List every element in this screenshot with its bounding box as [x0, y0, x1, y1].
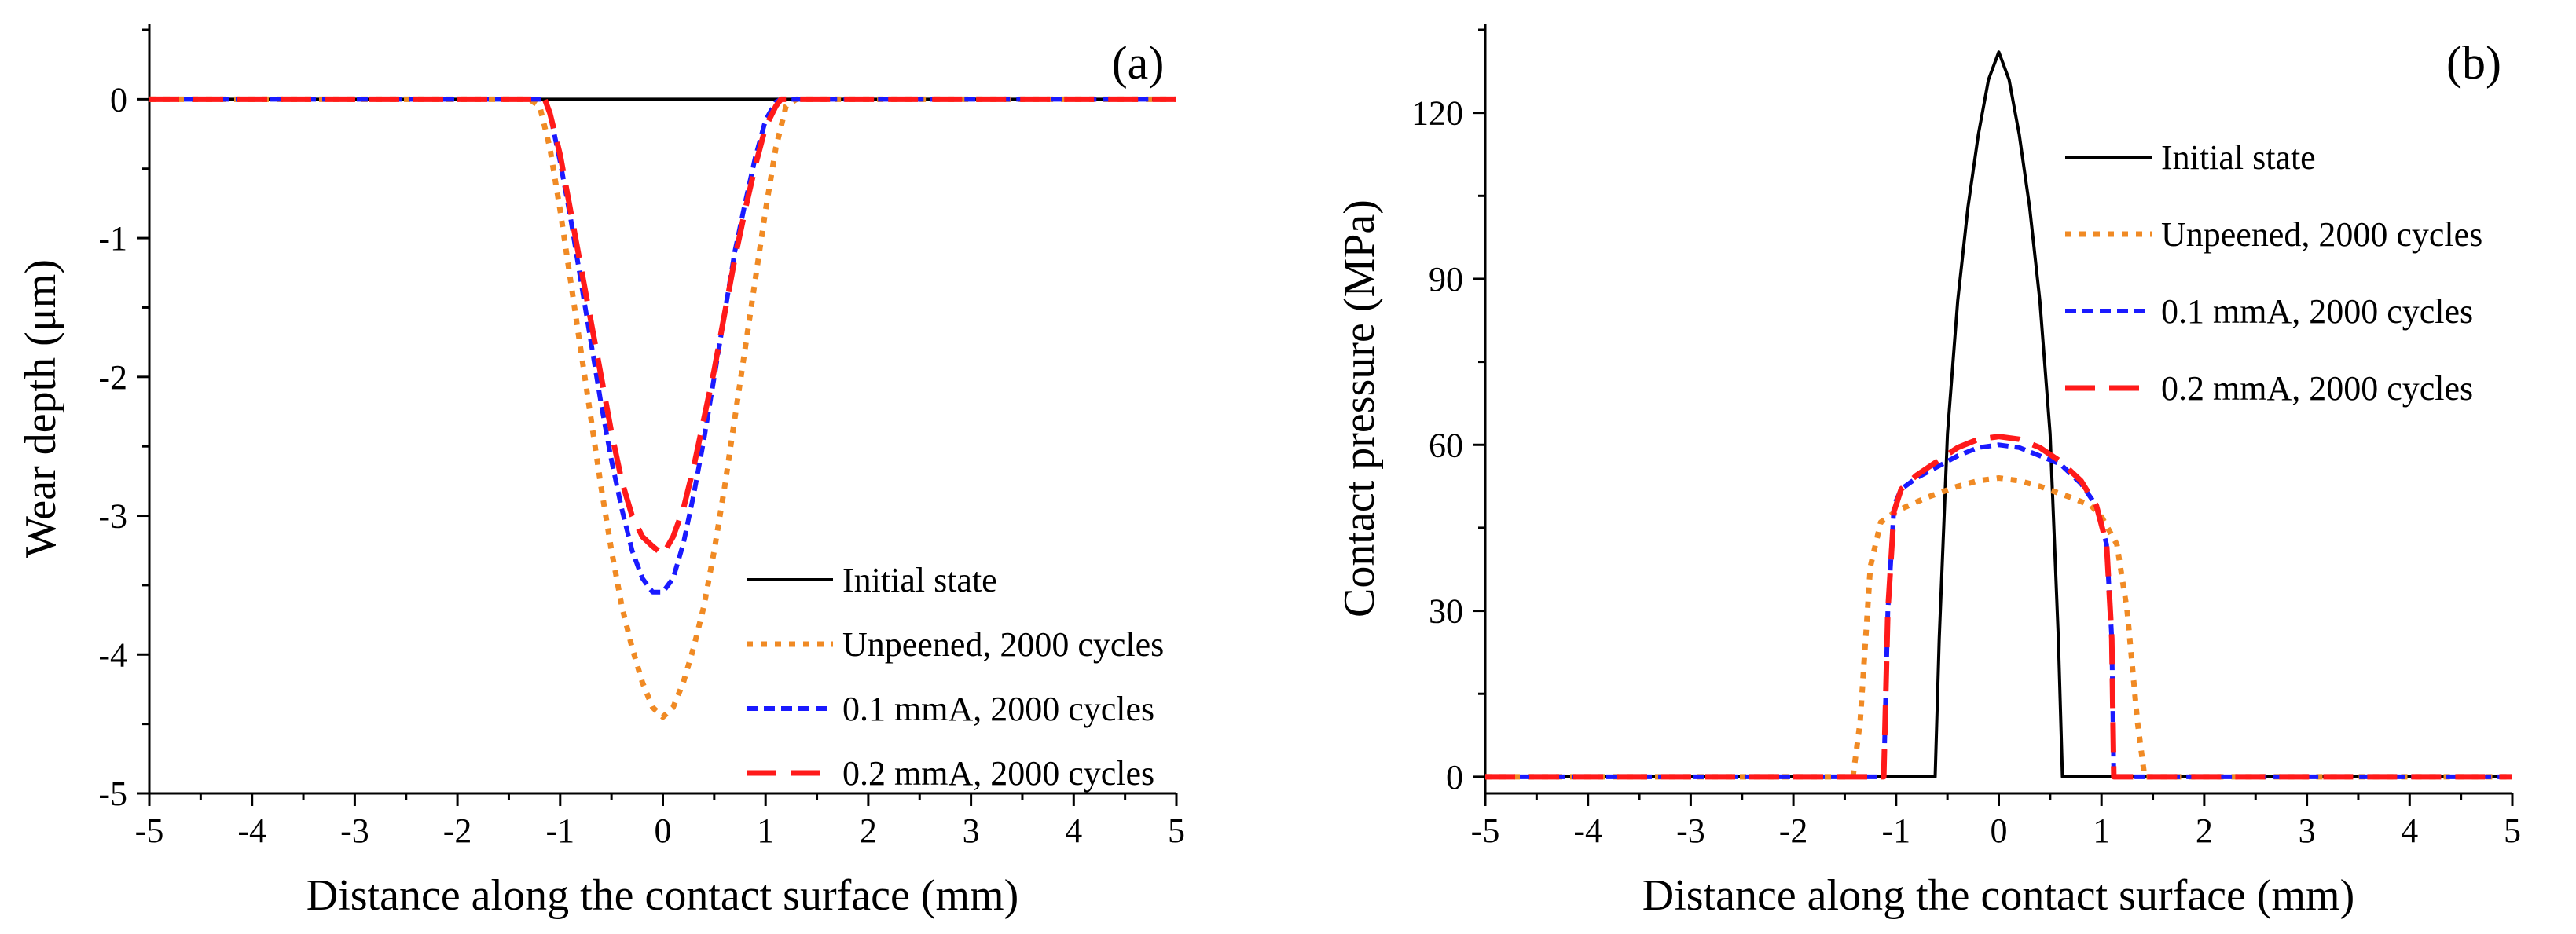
panel-a-label: (a): [1112, 37, 1165, 89]
y-tick-label: -5: [98, 775, 127, 813]
x-tick-label: 0: [1991, 811, 2008, 850]
x-tick-label: 4: [2401, 811, 2418, 850]
y-tick-label: -1: [98, 219, 127, 258]
x-tick-label: 2: [860, 811, 877, 850]
panel-a-ylabel: Wear depth (μm): [17, 259, 65, 558]
x-tick-label: -5: [1471, 811, 1500, 850]
y-tick-label: 30: [1429, 592, 1463, 631]
x-tick-label: 1: [2093, 811, 2110, 850]
legend-label: 0.1 mmA, 2000 cycles: [2161, 292, 2473, 331]
panel-a: Wear depth (μm) Distance along the conta…: [17, 24, 1185, 920]
legend-label: Unpeened, 2000 cycles: [842, 625, 1164, 664]
panel-b-ylabel: Contact pressure (MPa): [1335, 200, 1384, 617]
y-tick-label: 0: [110, 80, 127, 119]
series-line-0-1-mma-2000-cycles: [1485, 442, 2512, 779]
panel-b-xlabel: Distance along the contact surface (mm): [1642, 871, 2355, 920]
x-tick-label: 4: [1065, 811, 1082, 850]
legend: Initial state Unpeened, 2000 cycles 0.1 mm…: [747, 561, 1164, 793]
x-tick-label: -3: [1676, 811, 1705, 850]
y-tick-label: 60: [1429, 426, 1463, 464]
y-tick-label: -2: [98, 358, 127, 397]
x-tick-label: 1: [757, 811, 774, 850]
x-tick-label: -2: [443, 811, 472, 850]
x-tick-label: -1: [545, 811, 574, 850]
legend-label: Unpeened, 2000 cycles: [2161, 215, 2482, 254]
legend-label: Initial state: [2161, 138, 2316, 177]
panel-b: Contact pressure (MPa) Distance along th…: [1335, 24, 2521, 920]
panel-a-xlabel: Distance along the contact surface (mm): [306, 871, 1019, 920]
x-tick-label: 2: [2196, 811, 2213, 850]
legend-label: 0.2 mmA, 2000 cycles: [2161, 369, 2473, 408]
y-tick-label: 90: [1429, 260, 1463, 299]
x-tick-label: -3: [340, 811, 369, 850]
y-tick-label: -4: [98, 635, 127, 674]
legend-label: Initial state: [842, 561, 997, 599]
x-tick-label: -2: [1779, 811, 1808, 850]
series-line-unpeened-2000-cycles: [149, 96, 1176, 720]
y-tick-label: 120: [1411, 94, 1463, 133]
x-tick-label: 3: [2299, 811, 2316, 850]
series-line-0-2-mma-2000-cycles: [149, 96, 1176, 558]
x-tick-label: -1: [1881, 811, 1910, 850]
series-line-initial-state: [1485, 50, 2512, 778]
x-tick-label: -4: [237, 811, 266, 850]
legend-label: 0.1 mmA, 2000 cycles: [842, 690, 1154, 728]
x-tick-label: -4: [1573, 811, 1602, 850]
series-line-unpeened-2000-cycles: [1485, 475, 2512, 780]
x-tick-label: 3: [963, 811, 980, 850]
series-line-0-2-mma-2000-cycles: [1485, 434, 2512, 780]
y-tick-label: -3: [98, 497, 127, 536]
x-tick-label: -5: [135, 811, 164, 850]
x-tick-label: 5: [1168, 811, 1185, 850]
legend: Initial state Unpeened, 2000 cycles 0.1 mm…: [2065, 138, 2482, 408]
x-tick-label: 5: [2504, 811, 2521, 850]
x-tick-label: 0: [655, 811, 672, 850]
series-line-0-1-mma-2000-cycles: [149, 97, 1176, 595]
y-tick-label: 0: [1446, 758, 1463, 797]
legend-label: 0.2 mmA, 2000 cycles: [842, 754, 1154, 793]
panel-b-label: (b): [2446, 37, 2501, 89]
